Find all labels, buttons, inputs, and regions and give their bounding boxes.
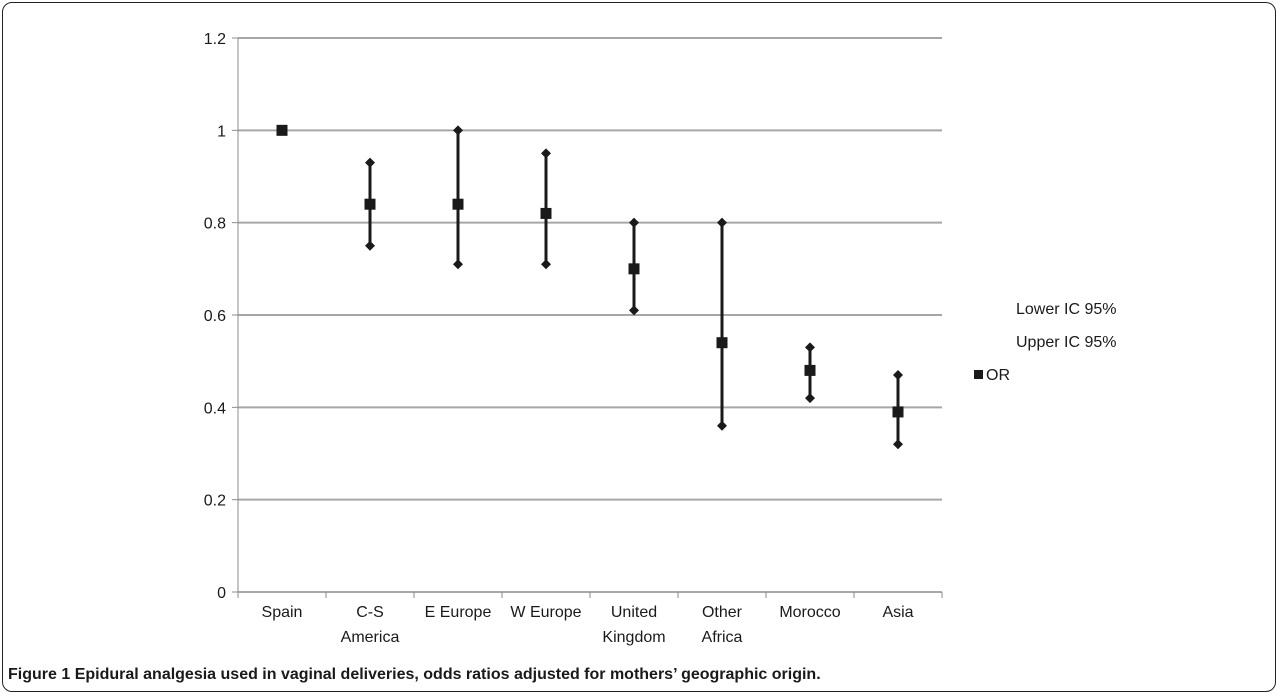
x-tick-label: W Europe — [510, 604, 581, 621]
lower-ci-marker — [541, 259, 551, 270]
legend-swatch-or — [974, 370, 983, 379]
legend-entry: Lower IC 95% — [1016, 301, 1117, 318]
or-marker — [892, 406, 904, 418]
or-marker — [628, 263, 640, 275]
upper-ci-marker — [541, 148, 551, 159]
upper-ci-marker — [893, 370, 903, 381]
y-tick-label: 0.4 — [204, 400, 226, 417]
x-tick-label: Spain — [262, 604, 303, 621]
x-tick-label: Other — [702, 604, 743, 621]
x-tick-label: United — [611, 604, 657, 621]
y-tick-label: 0.6 — [204, 308, 226, 325]
y-tick-label: 0 — [217, 585, 226, 602]
lower-ci-marker — [629, 305, 639, 316]
x-tick-label: Morocco — [779, 604, 840, 621]
upper-ci-marker — [717, 217, 727, 228]
x-tick-label: E Europe — [425, 604, 492, 621]
upper-ci-marker — [629, 217, 639, 228]
y-tick-label: 1.2 — [204, 31, 226, 48]
caption-label: Figure 1 — [8, 666, 71, 683]
figure-caption: Figure 1 Epidural analgesia used in vagi… — [8, 666, 821, 684]
upper-ci-marker — [453, 125, 463, 136]
gridlines — [238, 37, 942, 501]
or-marker — [540, 207, 552, 219]
legend-entry: OR — [986, 367, 1010, 384]
x-tick-labels: Spain C-S America E Europe W Europe United Kin… — [262, 604, 914, 646]
x-tick-label: Kingdom — [602, 629, 665, 646]
x-tick-label: America — [341, 629, 400, 646]
or-marker — [716, 337, 728, 349]
y-tick-label: 0.2 — [204, 493, 226, 510]
x-tick-label: Asia — [882, 604, 913, 621]
or-marker — [804, 364, 816, 376]
x-tick-label: C-S — [356, 604, 384, 621]
upper-ci-marker — [805, 342, 815, 353]
y-tick-label: 1 — [217, 123, 226, 140]
plot-area — [276, 124, 904, 450]
axes — [232, 37, 943, 598]
or-marker — [452, 198, 464, 210]
x-tick-label: Africa — [702, 629, 743, 646]
y-tick-label: 0.8 — [204, 216, 226, 233]
caption-text: Epidural analgesia used in vaginal deliv… — [74, 666, 821, 683]
y-tick-labels: 0 0.2 0.4 0.6 0.8 1 1.2 — [204, 31, 226, 602]
legend-entry: Upper IC 95% — [1016, 334, 1117, 351]
legend: Lower IC 95% Upper IC 95% OR — [974, 301, 1117, 384]
lower-ci-marker — [453, 259, 463, 270]
lower-ci-marker — [893, 439, 903, 450]
lower-ci-marker — [805, 393, 815, 404]
lower-ci-marker — [717, 420, 727, 431]
upper-ci-marker — [365, 157, 375, 168]
or-marker — [276, 124, 288, 136]
or-marker — [364, 198, 376, 210]
lower-ci-marker — [365, 240, 375, 251]
